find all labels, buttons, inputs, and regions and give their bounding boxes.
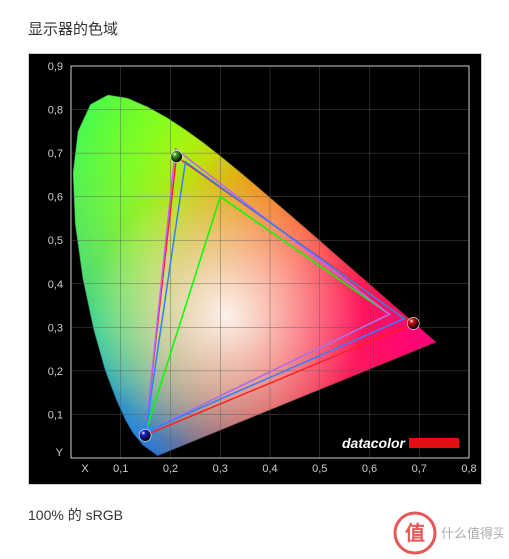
svg-text:0,3: 0,3 bbox=[213, 463, 228, 475]
svg-text:0,4: 0,4 bbox=[262, 463, 277, 475]
svg-text:0,1: 0,1 bbox=[113, 463, 128, 475]
svg-text:Y: Y bbox=[56, 447, 64, 459]
watermark-text: 什么值得买 bbox=[441, 526, 503, 541]
svg-text:0,5: 0,5 bbox=[312, 463, 327, 475]
svg-text:datacolor: datacolor bbox=[342, 435, 407, 451]
watermark: 值 什么值得买 bbox=[393, 511, 503, 555]
svg-text:X: X bbox=[81, 463, 89, 475]
svg-text:0,9: 0,9 bbox=[48, 61, 63, 73]
svg-text:0,8: 0,8 bbox=[48, 105, 63, 117]
page-root: 显示器的色域 0,10,20,30,40,50,60,70,8X0,10,20,… bbox=[0, 0, 509, 559]
chart-svg: 0,1 0,2 0,3 0,4 0,5 0,6 0,7 0,8 X 0,1 0,2 0,3 0,4 0,5… bbox=[29, 54, 481, 484]
marker-blue-primary bbox=[139, 429, 151, 441]
marker-red-primary bbox=[407, 317, 419, 329]
svg-text:0,8: 0,8 bbox=[461, 463, 476, 475]
svg-text:值: 值 bbox=[405, 521, 425, 545]
watermark-icon: 值 什么值得买 bbox=[393, 511, 503, 555]
svg-text:0,2: 0,2 bbox=[48, 366, 63, 378]
marker-green-primary bbox=[170, 151, 182, 163]
svg-text:0,3: 0,3 bbox=[48, 322, 63, 334]
svg-text:0,7: 0,7 bbox=[48, 148, 63, 160]
svg-text:0,5: 0,5 bbox=[48, 235, 63, 247]
svg-text:0,6: 0,6 bbox=[362, 463, 377, 475]
svg-text:0,6: 0,6 bbox=[48, 192, 63, 204]
page-title: 显示器的色域 bbox=[28, 18, 481, 39]
gamut-chart: 0,1 0,2 0,3 0,4 0,5 0,6 0,7 0,8 X 0,1 0,2 0,3 0,4 0,5… bbox=[28, 53, 482, 485]
svg-text:0,7: 0,7 bbox=[412, 463, 427, 475]
svg-text:0,1: 0,1 bbox=[48, 409, 63, 421]
svg-text:0,2: 0,2 bbox=[163, 463, 178, 475]
svg-text:0,4: 0,4 bbox=[48, 279, 63, 291]
